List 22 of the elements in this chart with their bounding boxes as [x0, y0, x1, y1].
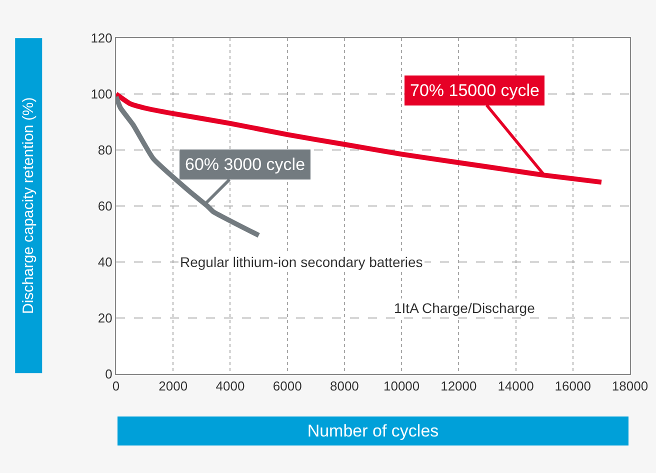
x-tick-label: 6000 [272, 378, 302, 394]
y-tick-label: 0 [105, 366, 112, 382]
x-tick-label: 16000 [554, 378, 591, 394]
x-tick-label: 8000 [330, 378, 359, 394]
y-tick-label: 80 [98, 142, 112, 158]
y-tick-label: 40 [98, 254, 112, 270]
x-tick-label: 14000 [498, 378, 534, 394]
annotation: 70% 15000 cycle [410, 81, 540, 100]
x-tick-label: 4000 [216, 378, 245, 394]
annotation: 1ItA Charge/Discharge [394, 300, 536, 316]
y-tick-label: 20 [98, 310, 112, 326]
x-tick-label: 18000 [612, 378, 648, 394]
y-tick-label: 120 [90, 30, 112, 46]
y-tick-label: 100 [90, 86, 112, 102]
y-axis-title: Discharge capacity retention (%) [20, 97, 38, 314]
x-axis-title: Number of cycles [307, 422, 439, 440]
y-tick-label: 60 [98, 198, 112, 214]
text: Regular lithium-ion secondary batteries [180, 254, 423, 270]
x-tick-label: 2000 [158, 378, 188, 394]
x-tick-label: 10000 [383, 378, 420, 394]
x-tick-label: 12000 [440, 378, 477, 394]
annotation: 60% 3000 cycle [185, 155, 306, 174]
